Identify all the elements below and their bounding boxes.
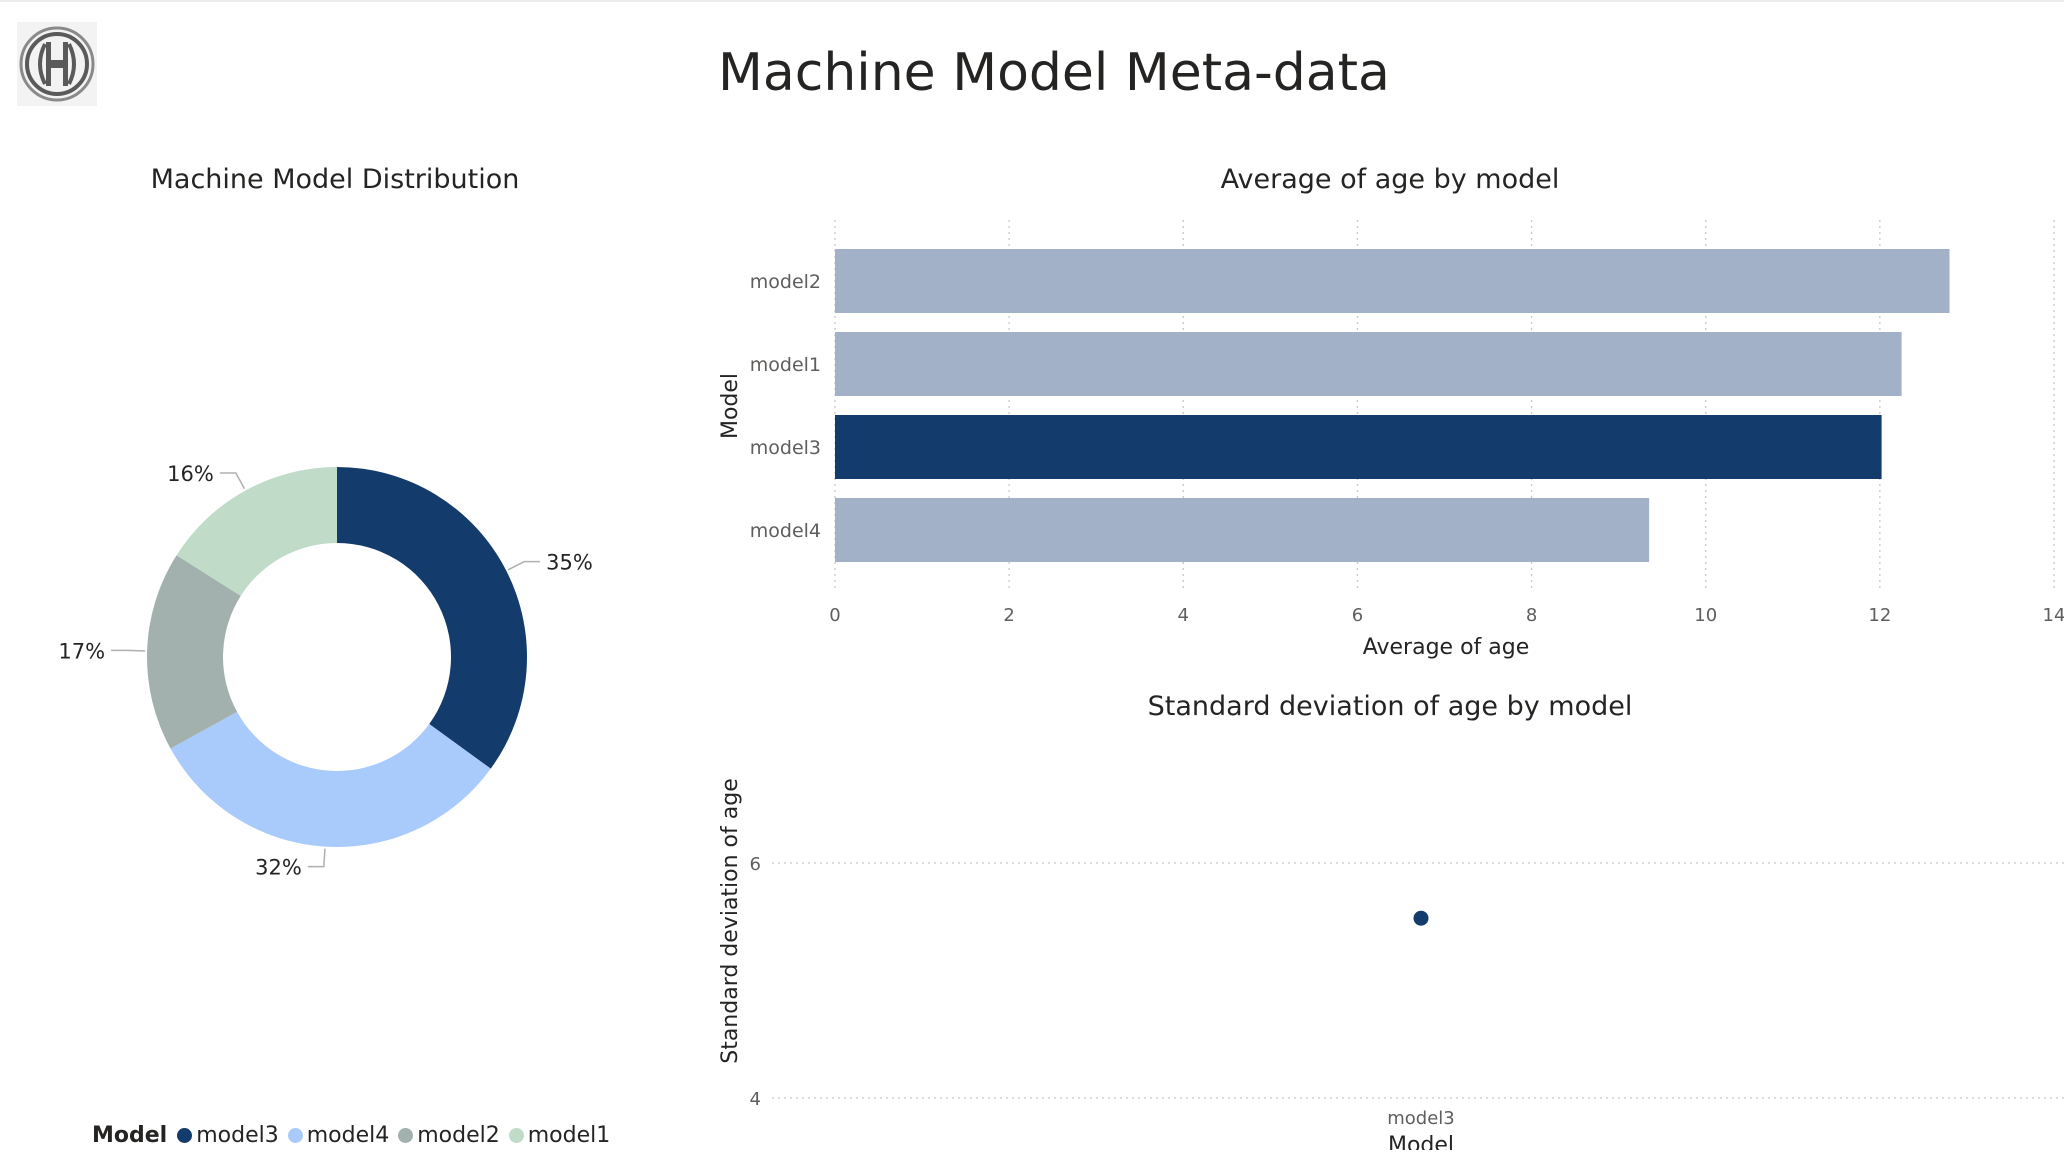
bar-category-label: model2 bbox=[750, 271, 821, 293]
bar-x-tick-label: 4 bbox=[1178, 605, 1189, 626]
bar-x-tick-label: 6 bbox=[1352, 605, 1363, 626]
legend-item-model4[interactable]: model4 bbox=[287, 1122, 390, 1148]
bar-category-label: model4 bbox=[750, 520, 821, 542]
donut-leader-line bbox=[111, 649, 146, 652]
scatter-y-tick-label: 4 bbox=[750, 1089, 761, 1110]
bar-x-tick-label: 0 bbox=[829, 605, 840, 626]
legend-label: model1 bbox=[527, 1122, 611, 1148]
legend-swatch bbox=[287, 1127, 303, 1143]
donut-leader-line bbox=[307, 848, 326, 868]
scatter-chart-title: Standard deviation of age by model bbox=[1147, 691, 1633, 722]
legend-title: Model bbox=[92, 1122, 168, 1148]
bar-x-tick-label: 2 bbox=[1003, 605, 1014, 626]
scatter-point-model3 bbox=[1413, 910, 1429, 926]
donut-data-label: 16% bbox=[167, 462, 214, 486]
donut-legend: Model model3 model4 model2 model1 bbox=[92, 1118, 619, 1152]
bar-model1 bbox=[835, 332, 1902, 396]
donut-data-label: 35% bbox=[546, 551, 593, 575]
bar-chart-title: Average of age by model bbox=[1220, 164, 1560, 195]
legend-item-model2[interactable]: model2 bbox=[398, 1123, 500, 1148]
page-title: Machine Model Meta-data bbox=[718, 43, 1390, 103]
donut-chart-title: Machine Model Distribution bbox=[150, 164, 520, 195]
company-logo bbox=[17, 22, 97, 106]
bar-model4 bbox=[835, 498, 1650, 562]
bar-y-axis-title: Model bbox=[718, 373, 743, 439]
bar-x-tick-label: 10 bbox=[1694, 605, 1717, 626]
legend-swatch bbox=[398, 1127, 414, 1143]
donut-leader-line bbox=[219, 472, 246, 490]
donut-slice-model1 bbox=[176, 467, 337, 596]
scatter-x-axis-title: Model bbox=[1388, 1133, 1454, 1150]
bar-model2 bbox=[835, 249, 1950, 313]
bar-category-label: model1 bbox=[750, 354, 821, 376]
bosch-logo-icon bbox=[19, 26, 95, 102]
legend-item-model3[interactable]: model3 bbox=[177, 1123, 279, 1148]
bar-x-tick-label: 8 bbox=[1526, 605, 1537, 626]
legend-label: model4 bbox=[306, 1122, 390, 1148]
donut-slice-model4 bbox=[170, 711, 491, 848]
bar-x-tick-label: 14 bbox=[2043, 605, 2064, 626]
donut-chart: 35% 32% 17% 16% bbox=[58, 462, 593, 880]
scatter-x-tick-label: model3 bbox=[1387, 1108, 1455, 1129]
scatter-y-tick-label: 6 bbox=[750, 854, 761, 875]
legend-swatch bbox=[177, 1127, 193, 1143]
scatter-y-axis-title: Standard deviation of age bbox=[718, 778, 743, 1064]
bar-category-label: model3 bbox=[750, 437, 821, 459]
legend-swatch bbox=[508, 1127, 524, 1143]
bar-model3 bbox=[835, 415, 1882, 479]
legend-label: model3 bbox=[196, 1122, 279, 1148]
legend-item-model1[interactable]: model1 bbox=[508, 1122, 611, 1148]
bar-x-tick-label: 12 bbox=[1868, 605, 1891, 626]
donut-leader-line bbox=[507, 560, 541, 571]
donut-data-label: 17% bbox=[58, 639, 105, 663]
donut-data-label: 32% bbox=[255, 856, 302, 880]
donut-slice-model3 bbox=[337, 467, 527, 769]
top-border bbox=[0, 0, 2064, 2]
bar-x-axis-title: Average of age bbox=[1363, 635, 1530, 660]
donut-slice-model2 bbox=[147, 555, 241, 749]
legend-label: model2 bbox=[417, 1122, 500, 1148]
